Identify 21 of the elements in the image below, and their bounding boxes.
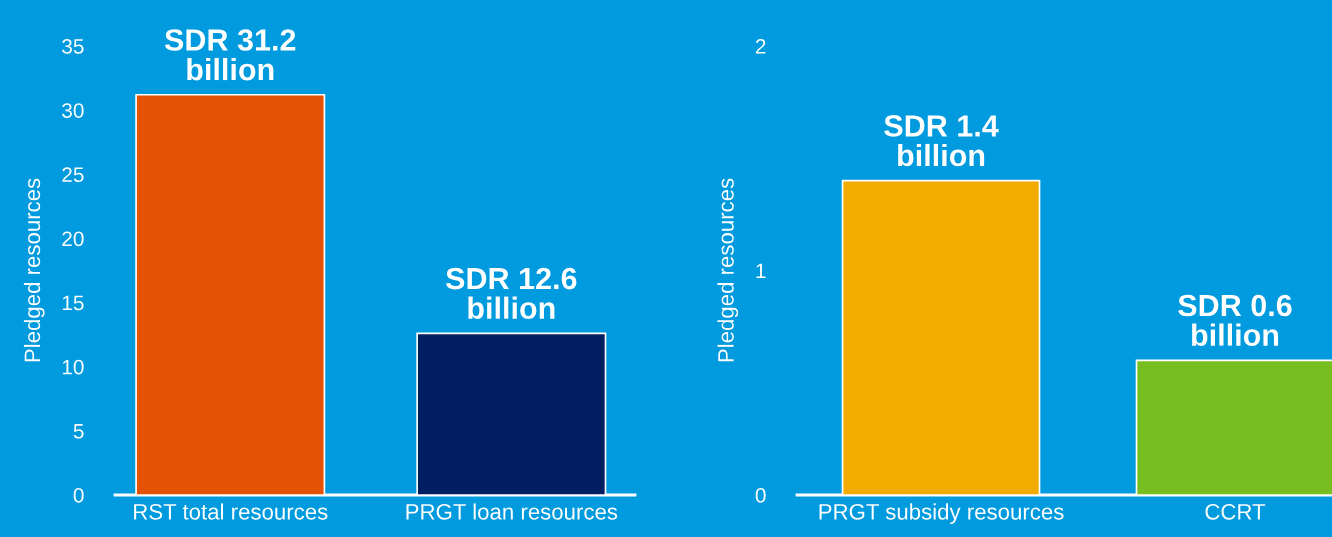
y-tick-label: 1	[756, 263, 766, 279]
y-tick-label: 20	[62, 231, 84, 247]
x-tick-label: PRGT subsidy resources	[819, 503, 1064, 525]
y-axis-title: Pledged resources	[717, 178, 739, 362]
data-label: SDR 1.4 billion	[884, 115, 999, 167]
y-tick-label: 0	[73, 488, 84, 503]
y-axis-title: Pledged resources	[23, 178, 45, 362]
y-tick-label: 15	[62, 295, 84, 311]
y-tick-label: 0	[755, 488, 766, 503]
y-tick-label: 10	[62, 359, 84, 375]
y-tick-label: 2	[755, 39, 766, 54]
x-tick-label: CCRT	[1205, 503, 1266, 520]
y-tick-label: 25	[62, 167, 84, 183]
y-tick-label: 5	[73, 424, 84, 439]
data-label: SDR 31.2 billion	[164, 29, 296, 81]
x-tick-label: RST total resources	[134, 503, 328, 520]
y-tick-label: 35	[62, 39, 84, 54]
data-label: SDR 12.6 billion	[445, 267, 577, 319]
y-tick-label: 30	[62, 103, 84, 118]
data-label: SDR 0.6 billion	[1178, 294, 1292, 346]
x-tick-label: PRGT loan resources	[406, 503, 618, 520]
